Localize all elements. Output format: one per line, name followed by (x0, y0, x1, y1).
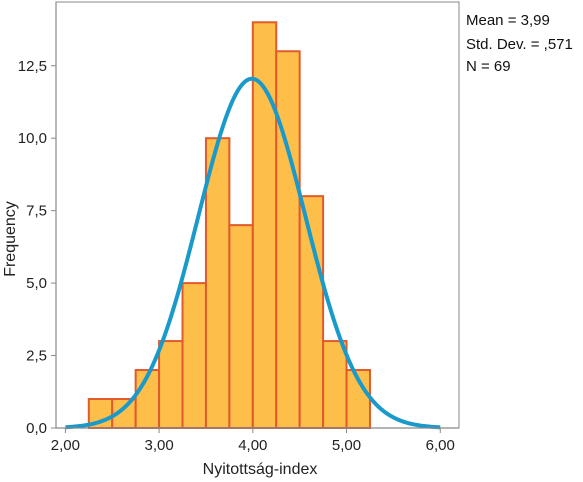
histogram-bar (322, 340, 348, 429)
stats-n: N = 69 (466, 58, 511, 75)
histogram-bar (251, 21, 278, 430)
normal-curve (65, 76, 441, 430)
normal-curve-layer (65, 76, 441, 430)
y-tick-label: 7,5 (26, 203, 47, 220)
x-tick-label: 2,00 (51, 437, 80, 454)
histogram-bar (204, 137, 231, 430)
y-tick-label: 0,0 (26, 420, 47, 437)
x-tick-label: 3,00 (144, 437, 173, 454)
stats-box: Mean = 3,99 Std. Dev. = ,571 N = 69 (466, 12, 573, 75)
tick-labels: 0,0 2,5 5,0 7,5 10,0 12,5 2,00 3,00 4,00 5,00 6,00 (18, 58, 455, 454)
x-tick-label: 5,00 (332, 437, 361, 454)
x-axis-title: Nyitottság-index (203, 461, 318, 478)
histogram-bar (228, 224, 254, 429)
y-tick-label: 10,0 (18, 130, 47, 147)
axes (55, 2, 459, 429)
x-tick-label: 6,00 (426, 437, 455, 454)
stats-std-dev: Std. Dev. = ,571 (466, 36, 573, 53)
y-tick-label: 12,5 (18, 58, 47, 75)
histogram-bar (298, 195, 325, 429)
histogram-bars (87, 21, 371, 430)
histogram-bar (275, 50, 301, 429)
stats-mean: Mean = 3,99 (466, 12, 550, 29)
histogram-bar (158, 340, 184, 429)
x-tick-label: 4,00 (238, 437, 267, 454)
y-tick-label: 5,0 (26, 275, 47, 292)
y-axis-title: Frequency (2, 201, 19, 277)
y-tick-label: 2,5 (26, 348, 47, 365)
histogram-bar (181, 282, 207, 430)
